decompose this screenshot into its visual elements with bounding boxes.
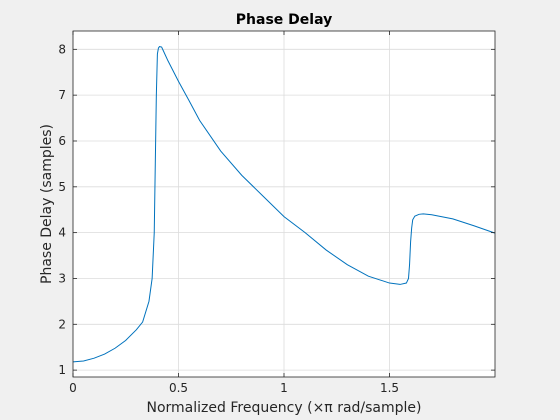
y-tick-label: 1: [58, 363, 66, 377]
y-tick-label: 5: [58, 180, 66, 194]
y-tick-label: 2: [58, 317, 66, 331]
series-line: [72, 46, 496, 363]
x-axis-label: Normalized Frequency (×π rad/sample): [147, 400, 422, 416]
grid: [72, 31, 495, 377]
y-axis-label: Phase Delay (samples): [39, 124, 55, 284]
y-tick-label: 7: [58, 88, 66, 102]
x-tick-label: 0.5: [169, 381, 188, 395]
y-tick-label: 8: [58, 42, 66, 56]
x-tick-label: 1: [280, 381, 288, 395]
ticks: 0 0.5 1 1.5 1 2 3 4 5 6 7 8: [58, 31, 495, 395]
chart-title: Phase Delay: [236, 12, 332, 28]
x-tick-label: 1.5: [380, 381, 399, 395]
x-tick-label: 0: [69, 381, 77, 395]
y-tick-label: 4: [58, 226, 66, 240]
y-tick-label: 6: [58, 134, 66, 148]
y-tick-label: 3: [58, 271, 66, 285]
